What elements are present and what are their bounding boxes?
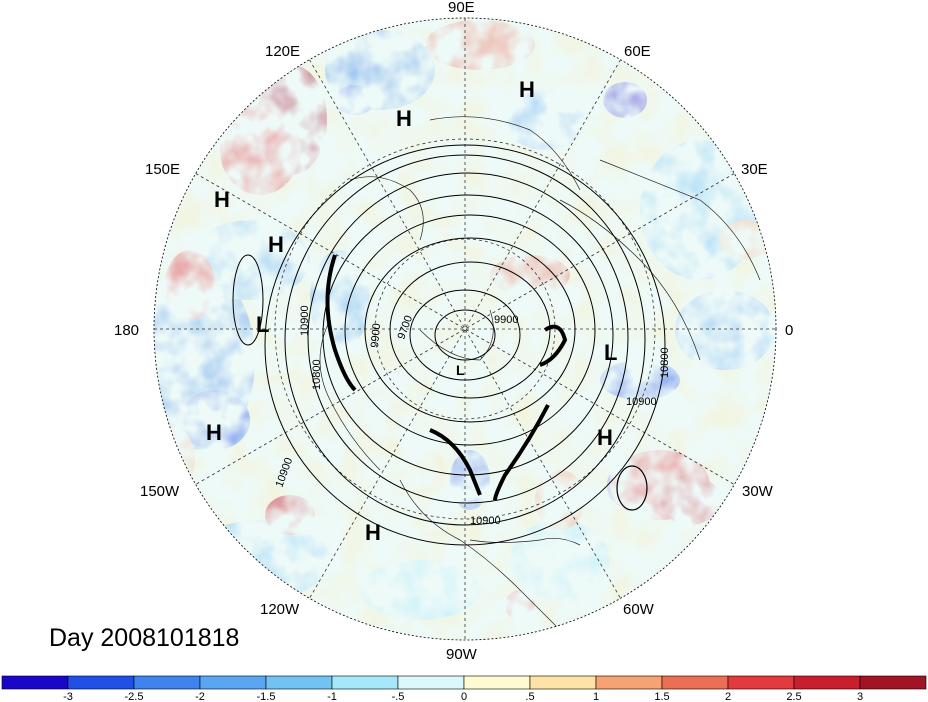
colorbar-tick-label: 2.5 — [786, 691, 801, 702]
pressure-system-labels: H H H H H L H L H H L — [206, 77, 617, 545]
colorbar-tick-label: 1.5 — [654, 691, 669, 702]
contour-label: 10800 — [311, 359, 323, 390]
height-contours — [264, 144, 666, 546]
longitude-labels: 90E 120E 60E 150E 30E 180 0 150W 30W 120… — [114, 0, 793, 663]
high-marker: H — [519, 77, 535, 102]
colorbar-swatch — [793, 675, 861, 690]
colorbar-swatch — [1, 675, 69, 690]
high-marker: H — [365, 520, 381, 545]
colorbar-tick-label: -2 — [195, 691, 205, 702]
closed-contour — [616, 465, 648, 511]
contour-label: 9900 — [369, 323, 383, 348]
colorbar-swatch — [463, 675, 531, 690]
colorbar-swatch — [661, 675, 729, 690]
high-marker: H — [396, 106, 412, 131]
closed-contour — [232, 254, 264, 346]
colorbar-tick-label: 1 — [593, 691, 599, 702]
lon-label-150w: 150W — [140, 483, 180, 500]
lon-label-120e: 120E — [265, 43, 300, 60]
high-marker: H — [214, 187, 230, 212]
colorbar-tick-label: 3 — [857, 691, 863, 702]
contour-label: 10800 — [659, 347, 671, 378]
lon-label-30w: 30W — [742, 483, 774, 500]
colorbar-tick-label: -1.5 — [257, 691, 276, 702]
high-marker: H — [206, 420, 222, 445]
contour-label: 10900 — [299, 305, 311, 336]
colorbar-tick-label: 2 — [725, 691, 731, 702]
contour-label: 9900 — [494, 314, 518, 326]
colorbar-tick-label: -1 — [327, 691, 337, 702]
colorbar-tick-label: 0 — [461, 691, 467, 702]
colorbar-swatch — [727, 675, 795, 690]
map-title: Day 2008101818 — [49, 624, 239, 652]
colorbar-swatch — [67, 675, 135, 690]
colorbar-tick-label: -.5 — [392, 691, 405, 702]
lon-label-90e: 90E — [448, 0, 475, 16]
colorbar-swatch — [397, 675, 465, 690]
lon-label-180: 180 — [114, 322, 139, 339]
map-border — [153, 17, 777, 641]
low-marker: L — [256, 312, 269, 337]
colorbar-swatch — [331, 675, 399, 690]
lon-label-60w: 60W — [623, 601, 655, 618]
colorbar-tick-label: -3 — [63, 691, 73, 702]
low-marker: L — [604, 340, 617, 365]
lon-label-120w: 120W — [260, 601, 300, 618]
colorbar-swatch — [265, 675, 333, 690]
map-disc — [154, 18, 776, 640]
lon-label-60e: 60E — [624, 43, 651, 60]
contour-label: 10900 — [470, 515, 501, 527]
colorbar-swatch — [595, 675, 663, 690]
colorbar-swatch — [199, 675, 267, 690]
high-marker: H — [597, 425, 613, 450]
colorbar-tick-label: -2.5 — [125, 691, 144, 702]
high-marker: H — [268, 232, 284, 257]
jet-streaks — [325, 254, 568, 501]
colorbar-swatch — [529, 675, 597, 690]
lon-label-150e: 150E — [145, 161, 180, 178]
coastlines — [319, 116, 761, 631]
lon-label-30e: 30E — [741, 161, 768, 178]
colorbar-swatch — [133, 675, 201, 690]
colorbar-swatch — [859, 675, 927, 690]
contour-label: 10900 — [626, 396, 657, 408]
colorbar-tick-label: .5 — [525, 691, 534, 702]
low-marker: L — [456, 362, 465, 378]
lon-label-0: 0 — [785, 322, 793, 339]
lon-label-90w: 90W — [446, 646, 478, 663]
colorbar: -3 -2.5 -2 -1.5 -1 -.5 0 .5 1 1.5 2 2.5 3 — [1, 675, 927, 702]
